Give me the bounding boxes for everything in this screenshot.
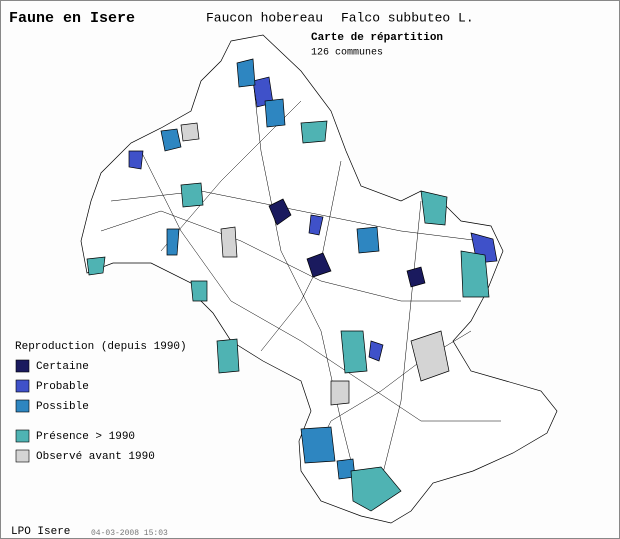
patch bbox=[330, 380, 350, 406]
patch bbox=[300, 120, 328, 144]
patch bbox=[220, 226, 238, 258]
legend: Certaine Probable Possible Présence > 1990 O… bbox=[15, 359, 155, 463]
patch bbox=[166, 228, 180, 256]
patch bbox=[368, 340, 384, 362]
patch bbox=[308, 214, 324, 236]
patch bbox=[268, 198, 292, 226]
patch bbox=[236, 58, 256, 88]
legend-label: Possible bbox=[36, 401, 89, 413]
patch bbox=[306, 252, 332, 278]
patch bbox=[264, 98, 286, 128]
map-title: Carte de répartition bbox=[311, 32, 443, 44]
patch bbox=[128, 150, 144, 170]
patch bbox=[160, 128, 182, 152]
patch bbox=[356, 226, 380, 254]
patch bbox=[86, 256, 106, 276]
patch bbox=[350, 466, 402, 512]
patch bbox=[190, 280, 208, 302]
patch bbox=[216, 338, 240, 374]
commune-count: 126 communes bbox=[311, 48, 383, 59]
patch bbox=[410, 330, 450, 382]
footer-org: LPO Isere bbox=[11, 526, 70, 538]
patch bbox=[180, 182, 204, 208]
patch bbox=[420, 190, 448, 226]
map bbox=[80, 34, 558, 524]
patch bbox=[300, 426, 336, 464]
legend-swatch bbox=[15, 399, 30, 413]
latin-name: Falco subbuteo L. bbox=[341, 10, 474, 25]
common-name: Faucon hobereau bbox=[206, 10, 323, 25]
commune-borders bbox=[100, 60, 501, 502]
patch bbox=[460, 250, 490, 298]
legend-title: Reproduction (depuis 1990) bbox=[15, 341, 187, 353]
legend-swatch bbox=[15, 429, 30, 443]
legend-swatch bbox=[15, 449, 30, 463]
legend-label: Présence > 1990 bbox=[36, 431, 135, 443]
legend-swatch bbox=[15, 379, 30, 393]
patch bbox=[340, 330, 368, 374]
site-title: Faune en Isere bbox=[9, 10, 135, 27]
footer-date: 04-03-2008 15:03 bbox=[91, 529, 168, 538]
legend-label: Certaine bbox=[36, 361, 89, 373]
patch bbox=[180, 122, 200, 142]
legend-label: Observé avant 1990 bbox=[36, 451, 155, 463]
legend-label: Probable bbox=[36, 381, 89, 393]
legend-swatch bbox=[15, 359, 30, 373]
commune-patches bbox=[86, 58, 498, 512]
patch bbox=[406, 266, 426, 288]
